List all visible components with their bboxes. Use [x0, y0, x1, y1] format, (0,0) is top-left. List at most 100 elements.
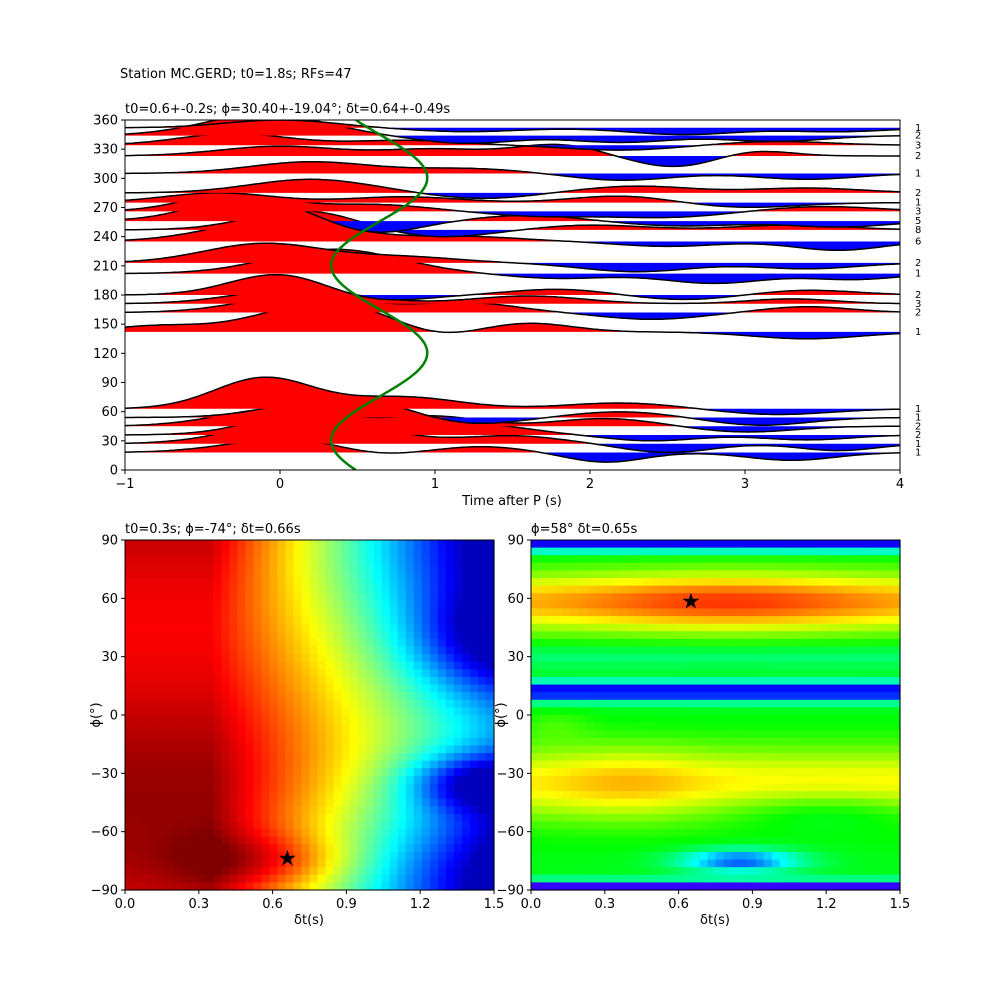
- heatmap-cell: [389, 692, 399, 701]
- heatmap-cell: [843, 692, 853, 701]
- heatmap-cell: [635, 669, 644, 678]
- heatmap-cell: [603, 616, 612, 625]
- heatmap-cell: [811, 608, 821, 617]
- heatmap-cell: [285, 555, 295, 564]
- heatmap-cell: [245, 654, 254, 663]
- heatmap-cell: [763, 791, 773, 800]
- heatmap-cell: [221, 699, 230, 708]
- heatmap-cell: [237, 676, 246, 686]
- heatmap-cell: [253, 555, 262, 564]
- heatmap-cell: [819, 707, 829, 716]
- heatmap-cell: [835, 707, 845, 716]
- heatmap-cell: [531, 798, 540, 807]
- heatmap-cell: [301, 608, 311, 617]
- heatmap-cell: [285, 692, 295, 701]
- heatmap-cell: [603, 730, 612, 739]
- heatmap-cell: [373, 623, 383, 632]
- heatmap-cell: [571, 753, 580, 762]
- heatmap-cell: [125, 836, 134, 845]
- heatmap-cell: [173, 836, 182, 845]
- heatmap-cell: [755, 547, 765, 556]
- heatmap-cell: [181, 867, 190, 876]
- heatmap-cell: [691, 547, 701, 556]
- heatmap-cell: [883, 692, 893, 701]
- heatmap-cell: [587, 745, 596, 754]
- rf-trace-line: [125, 120, 900, 145]
- heatmap-cell: [261, 669, 270, 678]
- heatmap-cell: [715, 631, 725, 640]
- heatmap-cell: [173, 676, 182, 686]
- heatmap-cell: [205, 631, 214, 640]
- heatmap-cell: [221, 585, 230, 594]
- heatmap-cell: [731, 654, 741, 663]
- heatmap-cell: [547, 867, 556, 876]
- heatmap-cell: [285, 540, 295, 549]
- heatmap-cell: [779, 760, 789, 769]
- heatmap-cell: [771, 555, 781, 564]
- heatmap-cell: [141, 722, 150, 731]
- heatmap-cell: [349, 654, 359, 663]
- heatmap-cell: [309, 844, 319, 853]
- heatmap-cell: [875, 791, 885, 800]
- heatmap-cell: [469, 813, 479, 823]
- heatmap-cell: [691, 783, 701, 792]
- heatmap-cell: [245, 745, 254, 754]
- heatmap-cell: [333, 844, 343, 853]
- heatmap-cell: [301, 646, 311, 655]
- heatmap-cell: [867, 600, 877, 610]
- heatmap-cell: [883, 882, 893, 891]
- heatmap-cell: [397, 699, 407, 708]
- heatmap-cell: [157, 745, 166, 754]
- heatmap-cell: [803, 753, 813, 762]
- heatmap-cell: [341, 783, 351, 792]
- heatmap-cell: [731, 791, 741, 800]
- rf-negative-fill: [125, 127, 900, 135]
- heatmap-cell: [851, 859, 861, 868]
- heatmap-cell: [755, 699, 765, 708]
- heatmap-cell: [739, 730, 749, 739]
- heatmap-cell: [141, 555, 150, 564]
- heatmap-cell: [723, 813, 733, 823]
- heatmap-cell: [787, 768, 797, 777]
- heatmap-cell: [699, 745, 709, 754]
- heatmap-cell: [293, 722, 303, 731]
- heatmap-cell: [547, 859, 556, 868]
- heatmap-cell: [197, 707, 206, 716]
- heatmap-cell: [485, 578, 495, 587]
- heatmap-cell: [253, 646, 262, 655]
- heatmap-cell: [851, 715, 861, 724]
- heatmap-cell: [627, 608, 636, 617]
- heatmap-cell: [755, 760, 765, 769]
- heatmap-cell: [611, 722, 620, 731]
- trace-count-label: 1: [915, 327, 921, 338]
- heatmap-cell: [229, 654, 238, 663]
- heatmap-cell: [381, 661, 391, 670]
- heatmap-cell: [165, 578, 174, 587]
- heatmap-cell: [603, 593, 612, 602]
- heatmap-cell: [269, 836, 279, 845]
- heatmap-cell: [381, 616, 391, 625]
- heatmap-cell: [843, 882, 853, 891]
- heatmap-cell: [635, 715, 644, 724]
- heatmap-cell: [277, 593, 287, 602]
- heatmap-cell: [667, 722, 676, 731]
- heatmap-cell: [747, 844, 757, 853]
- heatmap-cell: [651, 882, 660, 891]
- heatmap-cell: [269, 676, 279, 686]
- heatmap-cell: [397, 829, 407, 838]
- heatmap-cell: [715, 555, 725, 564]
- heatmap-cell: [667, 631, 676, 640]
- heatmap-cell: [731, 715, 741, 724]
- heatmap-cell: [595, 555, 604, 564]
- y-tick-label: 0: [110, 709, 118, 724]
- heatmap-cell: [859, 791, 869, 800]
- heatmap-cell: [165, 806, 174, 815]
- heatmap-cell: [683, 578, 693, 587]
- heatmap-cell: [469, 699, 479, 708]
- heatmap-cell: [461, 555, 471, 564]
- heatmap-cell: [851, 593, 861, 602]
- heatmap-cell: [461, 616, 471, 625]
- heatmap-cell: [539, 676, 548, 686]
- heatmap-cell: [373, 760, 383, 769]
- heatmap-cell: [453, 753, 463, 762]
